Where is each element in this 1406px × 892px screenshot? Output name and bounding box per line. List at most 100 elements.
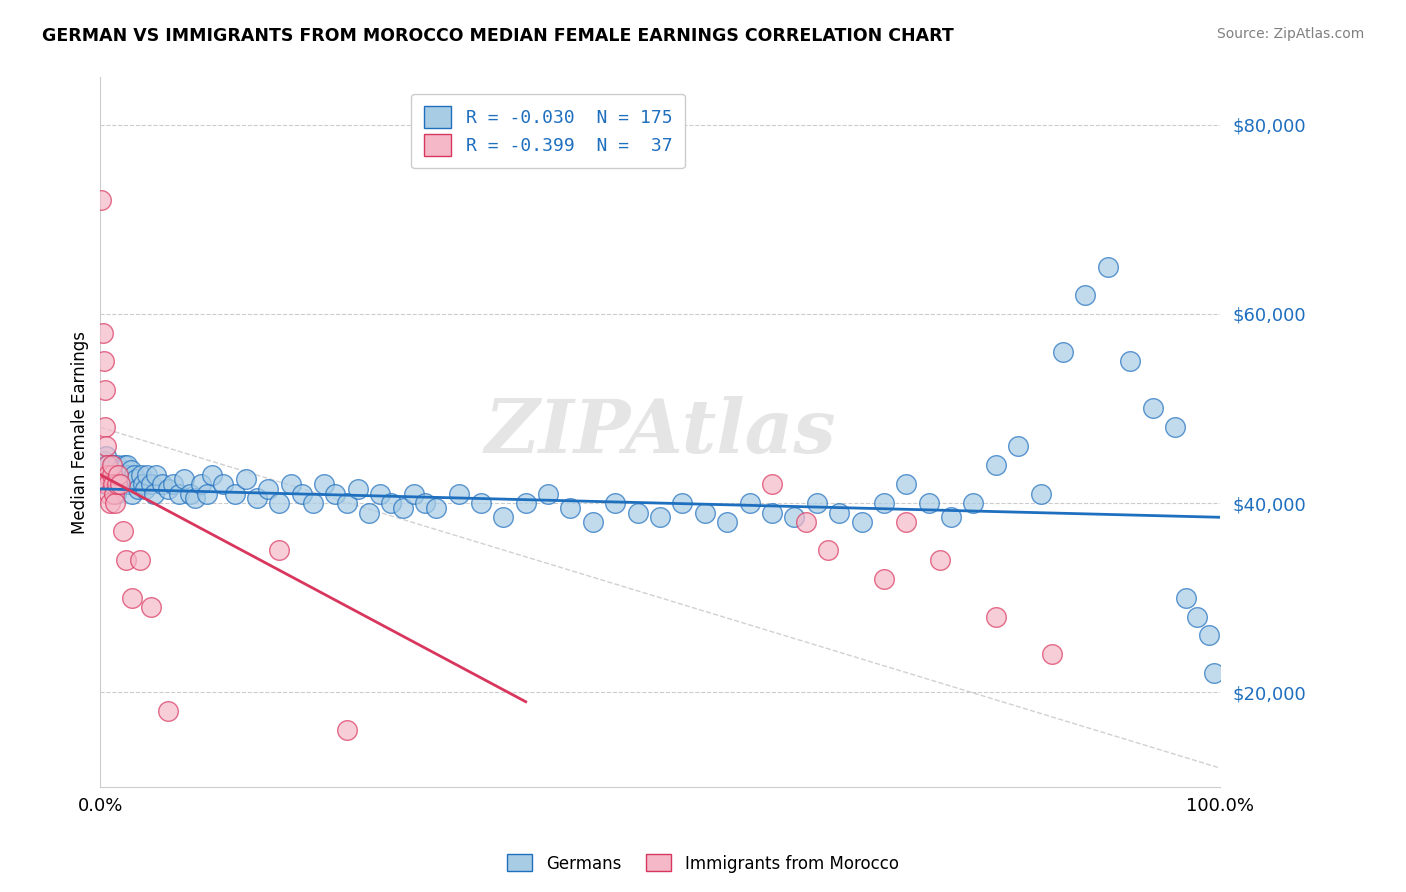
Point	[648, 510, 671, 524]
Point	[110, 477, 132, 491]
Point	[1119, 354, 1142, 368]
Point	[101, 477, 124, 491]
Point	[145, 467, 167, 482]
Point	[269, 496, 291, 510]
Point	[195, 486, 218, 500]
Point	[132, 477, 155, 491]
Text: Source: ZipAtlas.com: Source: ZipAtlas.com	[1216, 27, 1364, 41]
Point	[794, 515, 817, 529]
Point	[97, 458, 120, 473]
Point	[97, 467, 120, 482]
Point	[122, 467, 145, 482]
Point	[117, 467, 139, 482]
Point	[1007, 439, 1029, 453]
Point	[380, 496, 402, 510]
Point	[100, 467, 122, 482]
Point	[156, 704, 179, 718]
Point	[246, 491, 269, 506]
Point	[325, 486, 347, 500]
Point	[357, 506, 380, 520]
Point	[605, 496, 627, 510]
Point	[91, 326, 114, 340]
Y-axis label: Median Female Earnings: Median Female Earnings	[72, 331, 89, 533]
Point	[179, 486, 201, 500]
Point	[139, 600, 162, 615]
Point	[537, 486, 560, 500]
Point	[121, 486, 143, 500]
Point	[127, 482, 149, 496]
Point	[896, 477, 918, 491]
Point	[94, 383, 117, 397]
Point	[1097, 260, 1119, 274]
Point	[121, 591, 143, 605]
Point	[1040, 648, 1063, 662]
Point	[302, 496, 325, 510]
Point	[112, 458, 135, 473]
Point	[100, 458, 122, 473]
Point	[115, 553, 138, 567]
Point	[93, 354, 115, 368]
Point	[1142, 401, 1164, 416]
Point	[98, 486, 121, 500]
Point	[129, 467, 152, 482]
Point	[111, 524, 134, 539]
Point	[280, 477, 302, 491]
Point	[107, 467, 129, 482]
Point	[100, 467, 122, 482]
Point	[1074, 288, 1097, 302]
Point	[201, 467, 224, 482]
Point	[150, 477, 173, 491]
Point	[1175, 591, 1198, 605]
Point	[346, 482, 368, 496]
Point	[108, 477, 131, 491]
Point	[110, 477, 132, 491]
Point	[94, 467, 117, 482]
Point	[235, 472, 257, 486]
Point	[184, 491, 207, 506]
Point	[125, 472, 148, 486]
Point	[336, 496, 359, 510]
Point	[873, 572, 896, 586]
Point	[269, 543, 291, 558]
Point	[90, 194, 112, 208]
Point	[110, 463, 132, 477]
Point	[101, 458, 124, 473]
Point	[896, 515, 918, 529]
Point	[413, 496, 436, 510]
Point	[391, 500, 413, 515]
Point	[139, 477, 162, 491]
Point	[134, 482, 156, 496]
Point	[738, 496, 761, 510]
Point	[873, 496, 896, 510]
Point	[693, 506, 716, 520]
Point	[627, 506, 650, 520]
Point	[402, 486, 425, 500]
Legend: Germans, Immigrants from Morocco: Germans, Immigrants from Morocco	[501, 847, 905, 880]
Legend: R = -0.030  N = 175, R = -0.399  N =  37: R = -0.030 N = 175, R = -0.399 N = 37	[412, 94, 685, 169]
Point	[671, 496, 693, 510]
Point	[120, 463, 142, 477]
Point	[190, 477, 212, 491]
Point	[93, 453, 115, 467]
Point	[314, 477, 336, 491]
Point	[447, 486, 470, 500]
Point	[136, 467, 159, 482]
Point	[115, 458, 138, 473]
Point	[96, 477, 118, 491]
Point	[1164, 420, 1187, 434]
Point	[128, 553, 150, 567]
Point	[115, 477, 138, 491]
Point	[94, 439, 117, 453]
Point	[817, 543, 839, 558]
Point	[928, 553, 950, 567]
Point	[167, 486, 190, 500]
Point	[111, 467, 134, 482]
Point	[1204, 666, 1226, 681]
Point	[96, 467, 118, 482]
Point	[97, 477, 120, 491]
Point	[515, 496, 537, 510]
Point	[114, 467, 136, 482]
Point	[173, 472, 195, 486]
Point	[291, 486, 314, 500]
Point	[470, 496, 492, 510]
